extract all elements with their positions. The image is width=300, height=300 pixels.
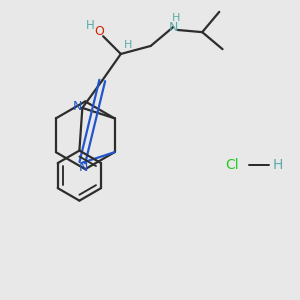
Text: N: N: [169, 20, 178, 34]
Text: O: O: [94, 25, 104, 38]
Text: H: H: [273, 158, 283, 172]
Text: N: N: [79, 161, 88, 175]
Text: H: H: [172, 13, 180, 23]
Text: H: H: [124, 40, 132, 50]
Text: H: H: [85, 20, 94, 32]
Text: Cl: Cl: [226, 158, 239, 172]
Text: N: N: [73, 100, 83, 113]
